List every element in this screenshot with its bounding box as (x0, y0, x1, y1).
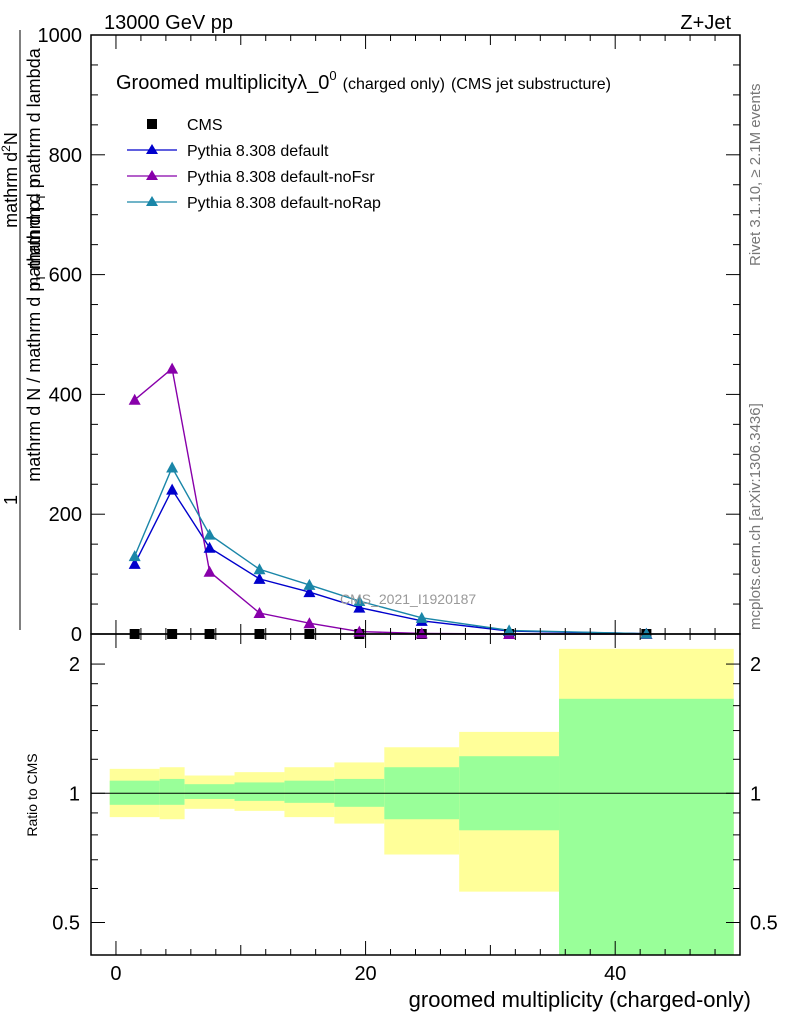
ratio-ytick-label-left: 2 (69, 654, 80, 676)
side-label-rivet: Rivet 3.1.10, ≥ 2.1M events (747, 84, 764, 267)
legend-label-cms: CMS (187, 117, 223, 134)
series-line-1 (134, 488, 647, 635)
series-2-point-2 (203, 565, 216, 577)
legend-default-marker (146, 144, 158, 154)
series-1-point-2 (203, 541, 216, 553)
ylabel-numerator-rest: mathrm d pT mathrm d lambda (24, 47, 48, 291)
title-main: Groomed multiplicity (116, 72, 297, 94)
ratio-band-inner-1 (159, 778, 185, 805)
top-ytick-label: 1000 (38, 25, 83, 47)
ylabel-numerator: mathrm d2N (0, 132, 21, 228)
series-2-point-0 (128, 393, 141, 405)
top-ytick-label: 600 (49, 265, 82, 287)
ylabel-numerator-one: 1 (1, 495, 21, 505)
header-right: Z+Jet (680, 12, 731, 34)
ratio-ytick-label-right: 0.5 (750, 912, 778, 934)
ylabel-den-a: mathrm d N / mathrm d p (24, 282, 44, 482)
series-3-point-6 (415, 611, 428, 623)
ylabel-numr-b: mathrm d lambda (24, 47, 44, 193)
series-1-point-5 (353, 601, 366, 613)
top-ylabel: mathrm d N / mathrm d pT mathrm d p 1 ma… (0, 30, 48, 630)
series-3-point-8 (640, 627, 653, 639)
axis-ticks: 0 200 400 600 800 1000 0 20 40 0.5 0.5 1 1 2 2 (38, 25, 778, 985)
ylabel-denominator: mathrm d N / mathrm d pT mathrm d p (24, 178, 48, 481)
side-label-mcplots: mcplots.cern.ch [arXiv:1306.3436] (747, 403, 764, 630)
ratio-bands (91, 648, 740, 955)
ratio-ytick-label-right: 1 (750, 783, 761, 805)
ylabel-num-sup: 2 (0, 145, 13, 152)
series-3-point-2 (203, 528, 216, 540)
ratio-band-inner-3 (234, 782, 285, 801)
legend-nofsr-marker (146, 170, 158, 180)
series-2-point-1 (166, 362, 179, 374)
xtick-label: 0 (110, 963, 121, 985)
ratio-ytick-label-left: 0.5 (52, 912, 80, 934)
series-3-point-4 (303, 578, 316, 590)
series-2-point-4 (303, 617, 316, 629)
ratio-ytick-label-left: 1 (69, 783, 80, 805)
plot-title: Groomed multiplicityλ_00 (charged only) (C… (116, 68, 611, 94)
ylabel-num-d: mathrm d (1, 152, 21, 228)
top-ytick-label: 800 (49, 145, 82, 167)
header-left: 13000 GeV pp (104, 12, 233, 34)
ratio-band-inner-8 (559, 698, 734, 955)
series-1-point-1 (166, 483, 179, 495)
xtick-label: 40 (604, 963, 626, 985)
series-1-point-3 (253, 572, 266, 584)
series-1-point-0 (128, 557, 141, 569)
ratio-ytick-label-right: 2 (750, 654, 761, 676)
ylabel-den-b: mathrm d p (24, 178, 44, 274)
top-ytick-label: 0 (71, 624, 82, 646)
title-charged: (charged only) (343, 76, 445, 93)
ratio-band-inner-4 (284, 780, 335, 803)
ratio-band-inner-2 (184, 784, 235, 799)
legend-cms-marker (147, 119, 157, 129)
title-lambda: λ_0 (297, 72, 329, 94)
title-superscript: 0 (329, 68, 336, 83)
legend-norap-marker (146, 196, 158, 206)
ylabel-den-sub: T (34, 274, 48, 282)
xtick-label: 20 (354, 963, 376, 985)
series-3-point-5 (353, 595, 366, 607)
ylabel-numr-sub: T (34, 193, 48, 201)
series-3-point-1 (166, 461, 179, 473)
analysis-watermark: CMS_2021_I1920187 (340, 591, 476, 607)
series-3-point-0 (128, 550, 141, 562)
ylabel-numr-a: mathrm d p (24, 201, 44, 292)
top-ytick-label: 200 (49, 504, 82, 526)
title-analysis: (CMS jet substructure) (451, 76, 611, 93)
top-ytick-label: 400 (49, 384, 82, 406)
legend-label-nofsr: Pythia 8.308 default-noFsr (187, 169, 375, 186)
ratio-band-inner-0 (109, 780, 160, 805)
series-2-point-6 (415, 627, 428, 639)
series-3-point-3 (253, 563, 266, 575)
legend-label-norap: Pythia 8.308 default-noRap (187, 195, 381, 212)
series-3-point-7 (503, 624, 516, 636)
ratio-ylabel: Ratio to CMS (24, 753, 40, 836)
series-2-point-3 (253, 607, 266, 619)
series-1-point-4 (303, 586, 316, 598)
legend: CMS Pythia 8.308 default Pythia 8.308 de… (127, 117, 381, 212)
x-axis-label: groomed multiplicity (charged-only) (409, 987, 751, 1012)
ylabel-num-n: N (1, 132, 21, 145)
legend-label-default: Pythia 8.308 default (187, 143, 329, 160)
